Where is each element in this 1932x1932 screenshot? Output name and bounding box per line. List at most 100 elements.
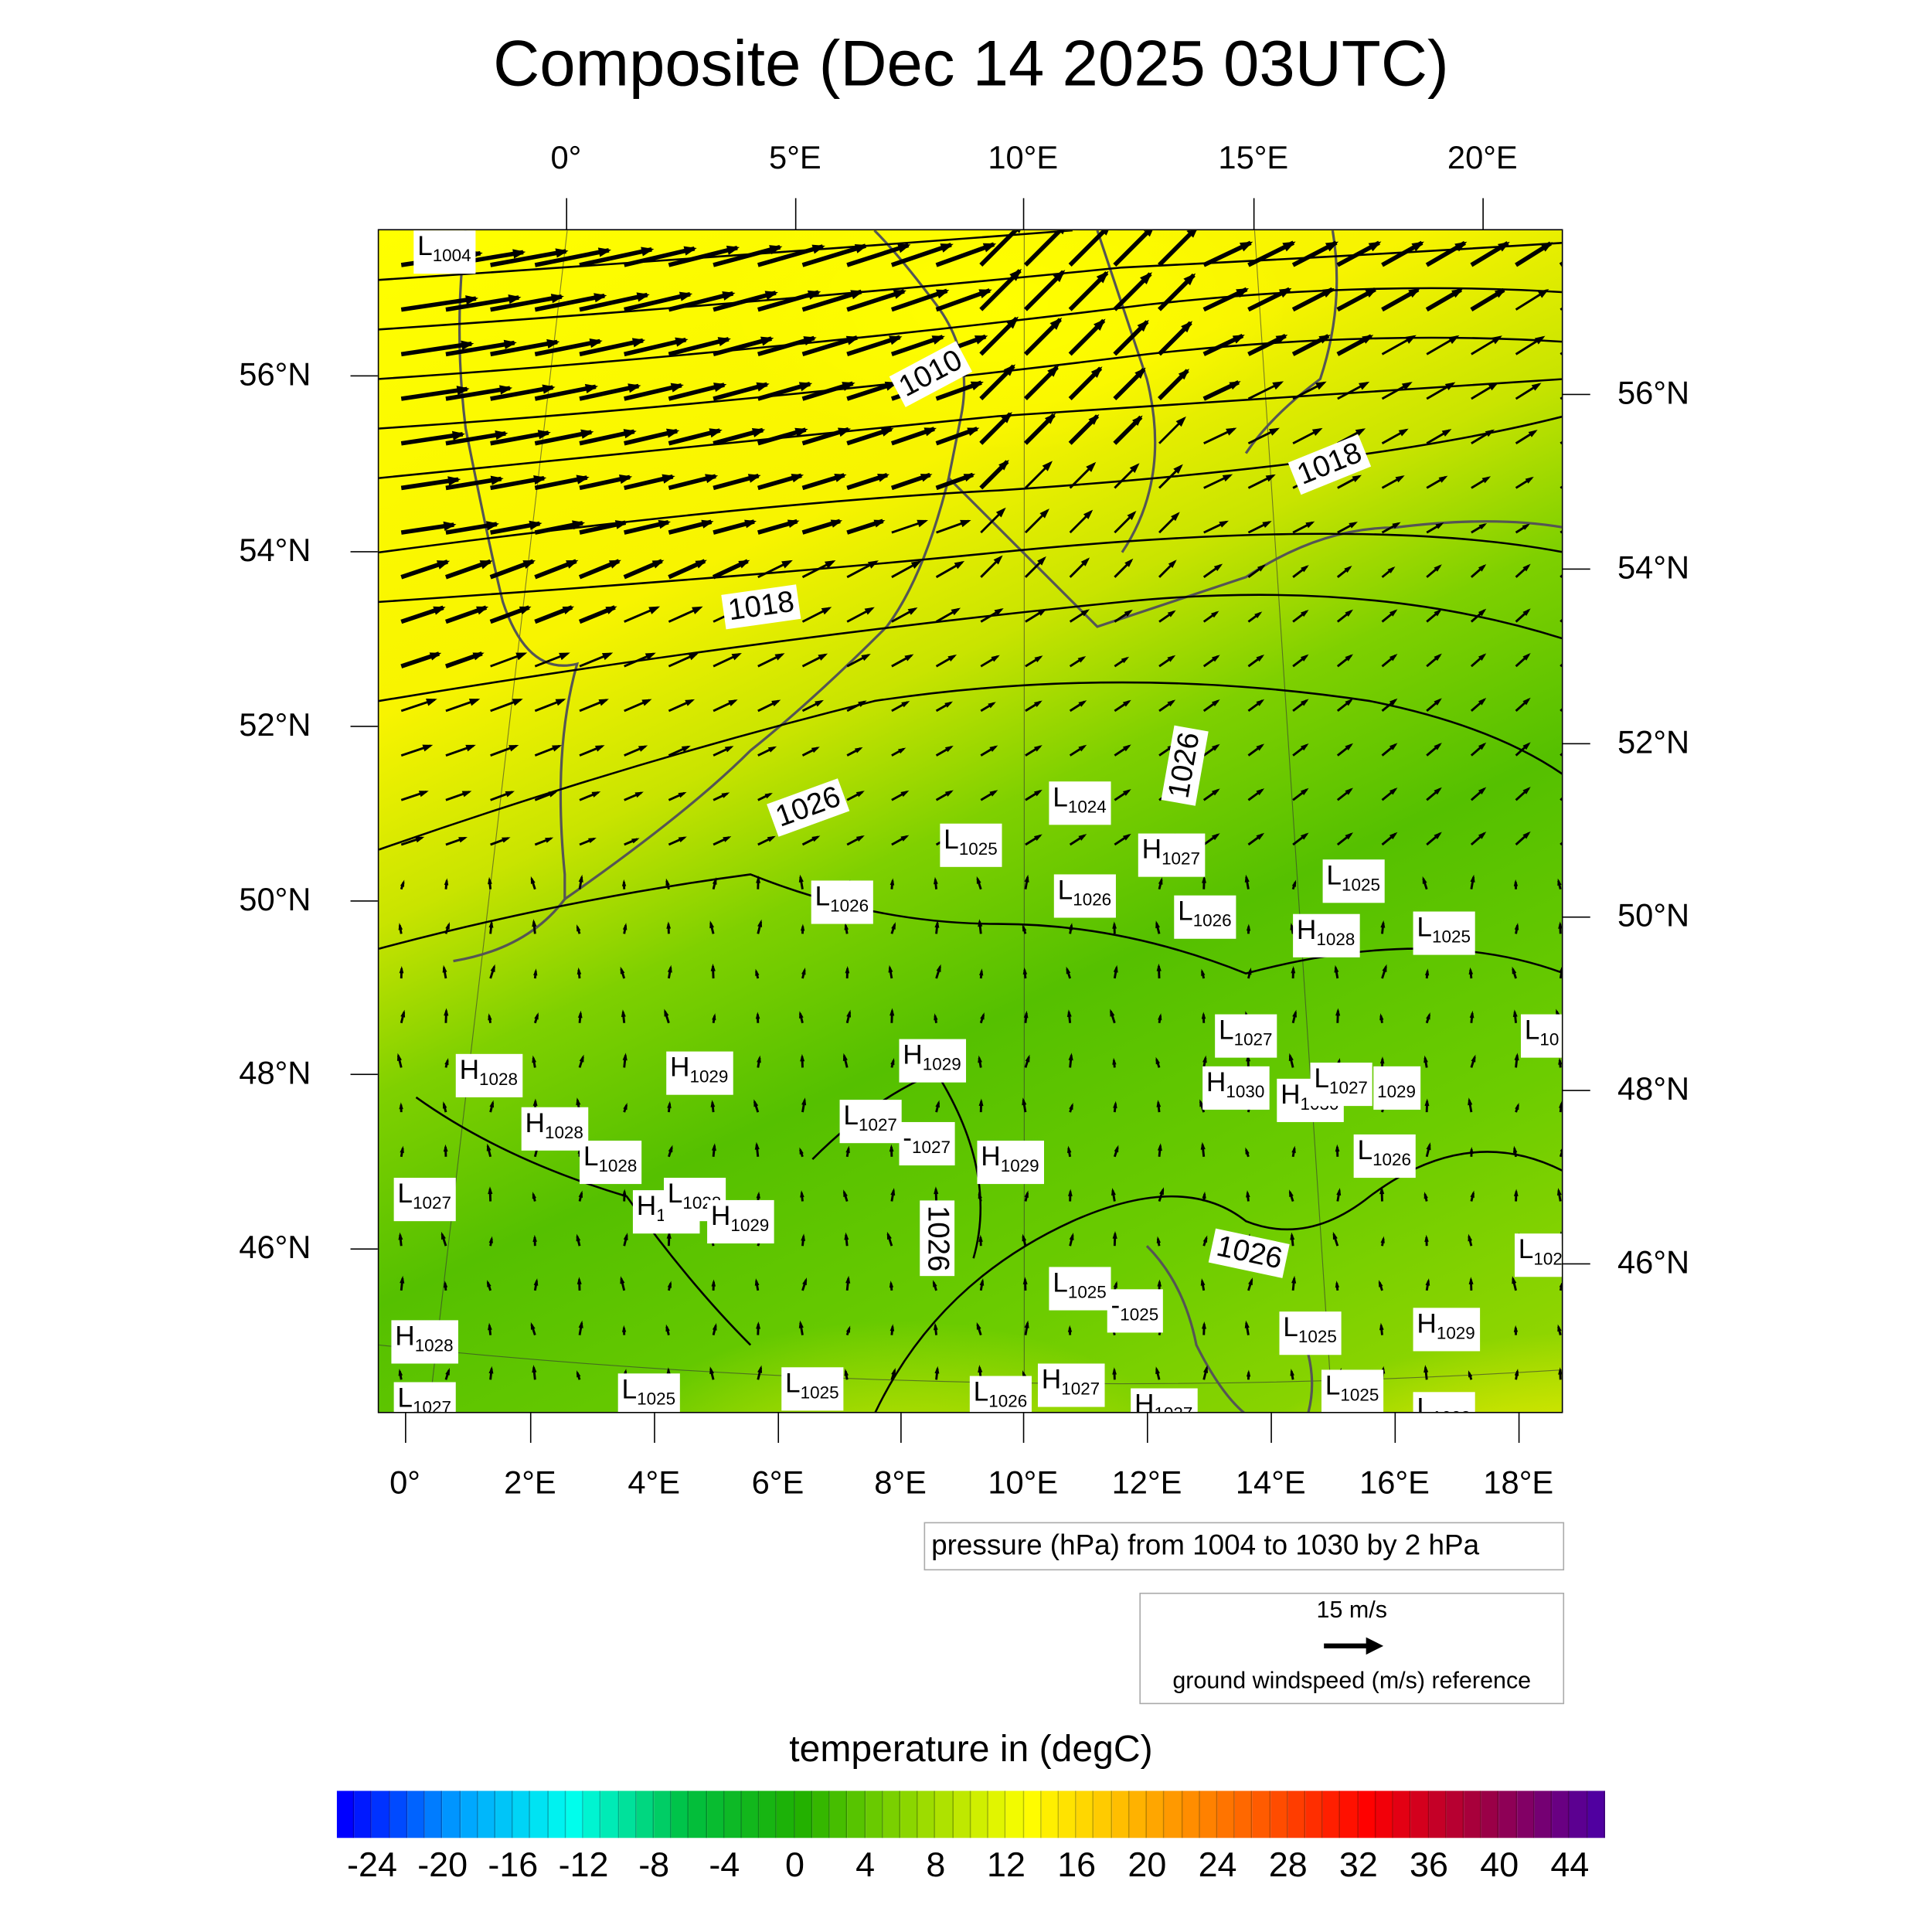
wind-arrowhead [811, 835, 821, 842]
wind-arrowhead [1229, 381, 1241, 390]
wind-arrowhead [396, 1053, 402, 1061]
wind-arrowhead [499, 385, 513, 395]
colorbar-swatch [1252, 1791, 1270, 1838]
wind-arrowhead [799, 1011, 804, 1019]
wind-arrowhead [1321, 287, 1335, 298]
wind-arrowhead [666, 428, 680, 438]
wind-arrowhead [976, 876, 981, 884]
colorbar [336, 1791, 1605, 1838]
low-pressure-label: L1026 [811, 880, 874, 924]
wind-arrowhead [515, 652, 528, 661]
wind-arrowhead [550, 294, 564, 304]
wind-arrowhead [1168, 560, 1177, 569]
wind-arrowhead [1305, 521, 1315, 529]
wind-arrowhead [890, 1058, 895, 1066]
wind-arrowhead [767, 835, 776, 842]
colorbar-swatch [512, 1791, 531, 1838]
axis-tick [1563, 393, 1590, 396]
wind-arrowhead [537, 430, 551, 440]
wind-arrowhead [1024, 1320, 1029, 1328]
wind-arrowhead [577, 1370, 581, 1378]
top-lon-label: 15°E [1218, 138, 1289, 176]
wind-arrowhead [1434, 653, 1442, 662]
wind-arrowhead [979, 968, 984, 976]
wind-arrowhead [1042, 461, 1053, 471]
wind-arrowhead [923, 427, 937, 437]
wind-arrowhead [1113, 1281, 1117, 1288]
wind-arrowhead [1256, 655, 1265, 662]
wind-arrowhead [889, 335, 903, 345]
wind-arrow [624, 291, 691, 312]
wind-arrowhead [845, 1325, 851, 1333]
wind-arrowhead [1183, 273, 1196, 286]
wind-arrowhead [1122, 833, 1131, 841]
wind-arrowhead [445, 1368, 450, 1376]
wind-arrowhead [426, 698, 437, 706]
colorbar-tick-label: 12 [987, 1845, 1026, 1884]
wind-arrowhead [621, 1325, 627, 1332]
wind-arrowhead [479, 560, 493, 570]
wind-arrowhead [683, 246, 697, 256]
bottom-lon-label: 12°E [1111, 1464, 1182, 1502]
wind-arrowhead [668, 1145, 673, 1153]
wind-arrowhead [1469, 1010, 1475, 1019]
wind-arrowhead [705, 474, 719, 484]
colorbar-swatch [495, 1791, 513, 1838]
center-type: H [981, 1140, 1001, 1172]
axis-tick [1253, 198, 1255, 230]
wind-arrowhead [991, 655, 1000, 662]
colorbar-tick-label: 40 [1480, 1845, 1519, 1884]
colorbar-swatch [671, 1791, 689, 1838]
colorbar-swatch [865, 1791, 883, 1838]
graticule [379, 230, 1562, 1412]
colorbar-tick-label: 20 [1128, 1845, 1167, 1884]
left-lat-label: 48°N [239, 1053, 311, 1091]
wind-arrowhead [1156, 963, 1162, 971]
wind-arrowhead [1368, 241, 1382, 252]
wind-arrowhead [1335, 1281, 1340, 1288]
wind-arrowhead [1512, 966, 1517, 975]
wind-arrowhead [1478, 832, 1487, 839]
wind-arrowhead [1068, 1189, 1073, 1196]
wind-arrowhead [555, 699, 566, 706]
low-pressure-label: L1027 [839, 1100, 903, 1144]
wind-arrowhead [451, 430, 465, 440]
top-lon-label: 20°E [1447, 138, 1518, 176]
wind-arrowhead [623, 429, 637, 439]
wind-arrowhead [1219, 520, 1229, 528]
wind-arrowhead [901, 700, 910, 708]
low-pressure-label: L1026 [1174, 895, 1237, 939]
low-pressure-label: L1026 [1353, 1134, 1417, 1179]
pressure-legend: pressure (hPa) from 1004 to 1030 by 2 hP… [923, 1522, 1565, 1571]
wind-arrow [400, 386, 468, 401]
wind-arrowhead [577, 967, 582, 975]
wind-arrowhead [1355, 428, 1366, 437]
wind-arrowhead [891, 922, 896, 930]
wind-arrowhead [976, 1321, 981, 1330]
wind-arrowhead [584, 383, 599, 393]
wind-arrowhead [701, 519, 714, 529]
wind-arrowhead [638, 745, 648, 752]
colorbar-swatch [389, 1791, 408, 1838]
colorbar-swatch [1129, 1791, 1148, 1838]
center-value: 1026 [830, 895, 869, 916]
high-pressure-label: H1029 [899, 1039, 967, 1083]
wind-arrowhead [1512, 1276, 1517, 1284]
wind-arrowhead [787, 519, 800, 528]
axis-tick [350, 726, 378, 727]
wind-arrowhead [692, 606, 703, 614]
center-type: L [1314, 1063, 1329, 1094]
wind-arrowhead [594, 745, 605, 752]
wind-arrowhead [989, 745, 998, 752]
wind-arrowhead [1300, 832, 1309, 840]
wind-arrowhead [1478, 608, 1487, 617]
wind-arrowhead [662, 474, 675, 484]
colorbar-swatch [460, 1791, 478, 1838]
wind-arrowhead [897, 243, 911, 253]
wind-arrowhead [936, 964, 941, 972]
center-value: 1029 [689, 1066, 729, 1087]
wind-arrowhead [1290, 1369, 1294, 1376]
wind-arrowhead [893, 289, 907, 299]
wind-arrow [579, 292, 648, 312]
colorbar-tick-label: 44 [1550, 1845, 1590, 1884]
